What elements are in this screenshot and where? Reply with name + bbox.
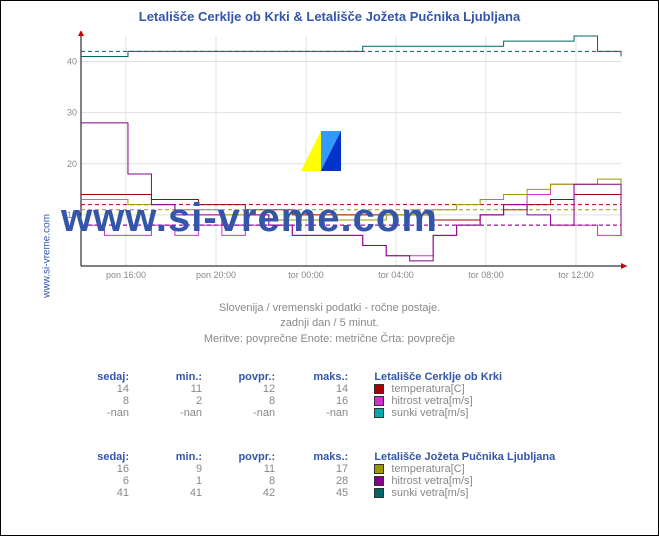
hdr-min: min.: bbox=[132, 451, 202, 463]
svg-text:tor 08:00: tor 08:00 bbox=[468, 270, 504, 280]
val-povpr: -nan bbox=[205, 407, 275, 419]
val-maks: 16 bbox=[278, 395, 348, 407]
legend-swatch bbox=[374, 476, 384, 486]
subtitle-line3: Meritve: povprečne Enote: metrične Črta:… bbox=[1, 332, 658, 347]
svg-text:tor 00:00: tor 00:00 bbox=[288, 270, 324, 280]
val-min: 1 bbox=[132, 475, 202, 487]
val-sedaj: -nan bbox=[59, 407, 129, 419]
val-min: 2 bbox=[132, 395, 202, 407]
y-axis-label: www.si-vreme.com bbox=[41, 214, 52, 298]
hdr-sedaj: sedaj: bbox=[59, 371, 129, 383]
svg-text:30: 30 bbox=[67, 108, 77, 118]
hdr-maks: maks.: bbox=[278, 371, 348, 383]
val-sedaj: 16 bbox=[59, 463, 129, 475]
val-povpr: 12 bbox=[205, 383, 275, 395]
val-min: -nan bbox=[132, 407, 202, 419]
val-povpr: 42 bbox=[205, 487, 275, 499]
legend-label: hitrost vetra[m/s] bbox=[391, 475, 472, 487]
val-povpr: 11 bbox=[205, 463, 275, 475]
val-min: 41 bbox=[132, 487, 202, 499]
svg-text:pon 16:00: pon 16:00 bbox=[106, 270, 146, 280]
legend-label: sunki vetra[m/s] bbox=[391, 407, 468, 419]
svg-text:tor 04:00: tor 04:00 bbox=[378, 270, 414, 280]
val-min: 9 bbox=[132, 463, 202, 475]
val-maks: -nan bbox=[278, 407, 348, 419]
legend-swatch bbox=[374, 396, 384, 406]
val-maks: 14 bbox=[278, 383, 348, 395]
subtitle-line2: zadnji dan / 5 minut. bbox=[1, 316, 658, 331]
hdr-min: min.: bbox=[132, 371, 202, 383]
legend-swatch bbox=[374, 488, 384, 498]
stats-station2: sedaj: min.: povpr.: maks.: Letališče Jo… bbox=[59, 451, 555, 499]
val-min: 11 bbox=[132, 383, 202, 395]
svg-text:20: 20 bbox=[67, 159, 77, 169]
svg-text:pon 20:00: pon 20:00 bbox=[196, 270, 236, 280]
val-povpr: 8 bbox=[205, 475, 275, 487]
val-sedaj: 41 bbox=[59, 487, 129, 499]
station-name: Letališče Jožeta Pučnika Ljubljana bbox=[374, 451, 555, 463]
logo-icon bbox=[301, 131, 341, 171]
val-povpr: 8 bbox=[205, 395, 275, 407]
svg-text:40: 40 bbox=[67, 57, 77, 67]
val-sedaj: 6 bbox=[59, 475, 129, 487]
val-sedaj: 14 bbox=[59, 383, 129, 395]
legend-label: temperatura[C] bbox=[391, 463, 464, 475]
hdr-sedaj: sedaj: bbox=[59, 451, 129, 463]
chart-plot: 10 20 30 40 pon 16:00 pon 20:00 tor 00:00 tor 0… bbox=[61, 31, 631, 291]
hdr-povpr: povpr.: bbox=[205, 371, 275, 383]
legend-swatch bbox=[374, 464, 384, 474]
stats-station1: sedaj: min.: povpr.: maks.: Letališče Ce… bbox=[59, 371, 502, 419]
val-sedaj: 8 bbox=[59, 395, 129, 407]
subtitle-block: Slovenija / vremenski podatki - ročne po… bbox=[1, 301, 658, 347]
legend-swatch bbox=[374, 408, 384, 418]
val-maks: 45 bbox=[278, 487, 348, 499]
legend-swatch bbox=[374, 384, 384, 394]
svg-text:10: 10 bbox=[67, 210, 77, 220]
chart-title: Letališče Cerklje ob Krki & Letališče Jo… bbox=[1, 1, 658, 24]
legend-label: sunki vetra[m/s] bbox=[391, 487, 468, 499]
val-maks: 17 bbox=[278, 463, 348, 475]
legend-label: hitrost vetra[m/s] bbox=[391, 395, 472, 407]
subtitle-line1: Slovenija / vremenski podatki - ročne po… bbox=[1, 301, 658, 316]
svg-text:tor 12:00: tor 12:00 bbox=[558, 270, 594, 280]
val-maks: 28 bbox=[278, 475, 348, 487]
hdr-povpr: povpr.: bbox=[205, 451, 275, 463]
legend-label: temperatura[C] bbox=[391, 383, 464, 395]
station-name: Letališče Cerklje ob Krki bbox=[374, 371, 502, 383]
hdr-maks: maks.: bbox=[278, 451, 348, 463]
